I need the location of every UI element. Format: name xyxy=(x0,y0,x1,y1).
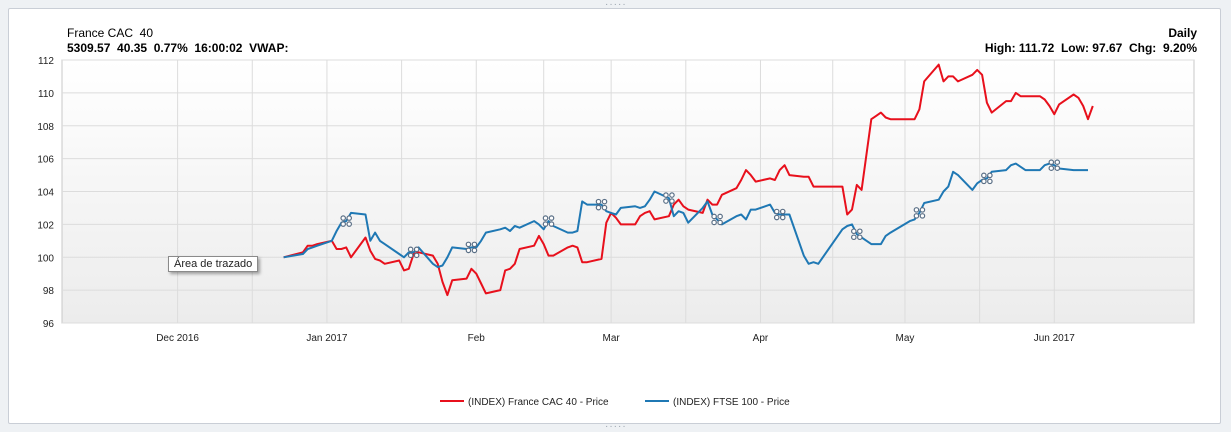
quote-line: 5309.57 40.35 0.77% 16:00:02 VWAP: xyxy=(67,41,289,55)
y-tick-label: 110 xyxy=(38,89,54,100)
legend-item-cac40[interactable]: (INDEX) France CAC 40 - Price xyxy=(440,397,609,408)
resize-handle-bottom[interactable]: ····· xyxy=(605,421,627,432)
legend-label: (INDEX) France CAC 40 - Price xyxy=(468,397,609,408)
resize-handle-top[interactable]: ····· xyxy=(605,0,627,10)
event-marker-icon[interactable] xyxy=(773,208,786,221)
event-marker-icon[interactable] xyxy=(913,207,926,219)
y-tick-label: 108 xyxy=(37,122,54,133)
y-tick-label: 98 xyxy=(43,286,55,297)
event-marker-icon[interactable] xyxy=(465,241,478,254)
instrument-title: France CAC 40 xyxy=(67,26,154,40)
event-marker-icon[interactable] xyxy=(1048,159,1061,172)
y-tick-label: 102 xyxy=(37,220,54,231)
x-tick-label: Jan 2017 xyxy=(306,333,348,344)
legend: (INDEX) France CAC 40 - Price (INDEX) FTS… xyxy=(440,397,790,408)
x-tick-label: Feb xyxy=(468,333,486,344)
y-tick-label: 100 xyxy=(37,253,54,264)
event-marker-icon[interactable] xyxy=(711,213,723,226)
x-tick-label: May xyxy=(896,333,915,344)
ftse100-price-line[interactable] xyxy=(283,162,1088,269)
axes: 96 98 100 102 104 106 108 110 112 Dec 2016 Jan 201… xyxy=(37,56,1075,344)
event-marker-icon[interactable] xyxy=(407,246,420,259)
y-tick-label: 112 xyxy=(38,56,54,67)
y-tick-label: 96 xyxy=(43,319,55,330)
event-marker-icon[interactable] xyxy=(663,192,675,204)
event-marker-icon[interactable] xyxy=(340,215,353,227)
period-label: Daily xyxy=(1168,26,1197,40)
y-tick-label: 104 xyxy=(37,188,54,199)
event-marker-icon[interactable] xyxy=(542,215,555,227)
legend-label: (INDEX) FTSE 100 - Price xyxy=(673,397,790,408)
event-marker-icon[interactable] xyxy=(595,198,608,211)
event-marker-icon[interactable] xyxy=(851,228,863,241)
x-tick-label: Apr xyxy=(753,333,769,344)
y-tick-label: 106 xyxy=(37,155,54,166)
x-tick-label: Jun 2017 xyxy=(1034,333,1076,344)
cac40-price-line[interactable] xyxy=(283,63,1094,297)
x-tick-label: Mar xyxy=(603,333,621,344)
event-markers xyxy=(340,159,1061,259)
x-tick-label: Dec 2016 xyxy=(156,333,199,344)
event-marker-icon[interactable] xyxy=(981,172,993,185)
legend-item-ftse100[interactable]: (INDEX) FTSE 100 - Price xyxy=(645,397,790,408)
range-stats: High: 111.72 Low: 97.67 Chg: 9.20% xyxy=(984,41,1197,55)
plot-area-tooltip: Área de trazado xyxy=(168,256,259,272)
series-lines xyxy=(283,63,1094,297)
